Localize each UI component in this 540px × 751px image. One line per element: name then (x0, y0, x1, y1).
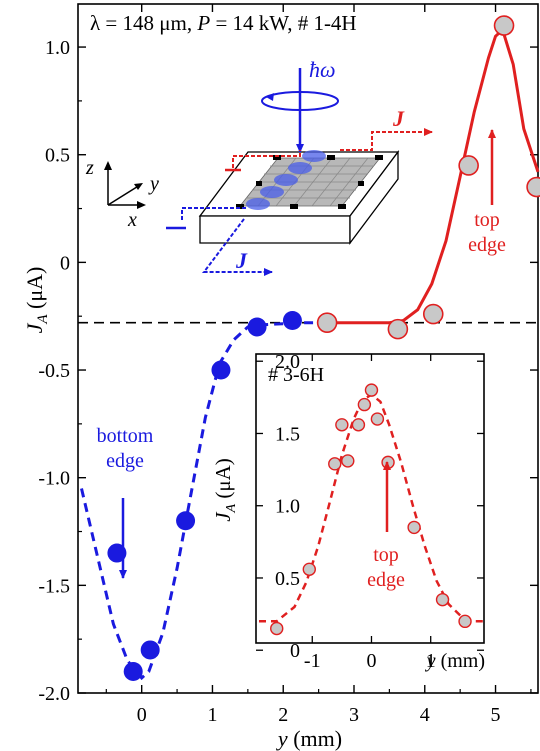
inset-data-point (335, 418, 349, 432)
top-edge-data-point (493, 15, 515, 36)
sample-slab (198, 150, 400, 245)
bottom-edge-annotation: bottom edge (97, 425, 154, 579)
J-bottom-label: J (235, 248, 248, 273)
axis-z-label: z (85, 157, 94, 179)
inset-data-point (458, 614, 472, 629)
top-edge-data-point (422, 303, 444, 325)
main-x-tick-label: 1 (207, 704, 217, 726)
inset-y-tick-label: 0 (290, 640, 300, 662)
inset-data-point (351, 418, 366, 432)
main-header: λ = 148 μm, P = 14 kW, # 1-4H (90, 11, 357, 35)
inset-data-point (341, 454, 355, 468)
main-y-tick-label: -1.5 (38, 575, 70, 597)
top-edge-data-point (387, 318, 409, 340)
inset-y-tick-label: 1.0 (275, 496, 300, 518)
sample-schematic: z y x (85, 57, 433, 276)
main-x-tick-label: 5 (491, 704, 501, 726)
axis-x-label: x (127, 209, 137, 231)
inset-top-edge-label-line1: top (373, 544, 399, 566)
inset-data-point (357, 397, 372, 412)
coordinate-axes: z y x (85, 157, 159, 231)
axis-y-label: y (148, 173, 159, 195)
top-edge-data-point (458, 155, 479, 176)
inset-x-axis-label: y (mm) (425, 650, 485, 672)
bottom-edge-label-line2: edge (106, 450, 144, 472)
bottom-edge-label-line1: bottom (97, 425, 154, 447)
inset-top-edge-annotation: top edge (367, 461, 405, 591)
inset-title: # 3-6H (268, 364, 324, 386)
inset-data-point (435, 592, 450, 607)
top-edge-data-point (316, 312, 338, 333)
top-edge-label-line2: edge (468, 234, 506, 256)
main-y-tick-label: -2.0 (38, 683, 70, 705)
bottom-fit-curve (80, 321, 319, 681)
main-y-tick-label: -1.0 (38, 468, 70, 490)
top-edge-annotation: top edge (468, 129, 506, 256)
main-chart: λ = 148 μm, P = 14 kW, # 1-4H JA (μA) y … (22, 3, 540, 751)
bottom-edge-data-point (282, 311, 302, 331)
top-edge-label-line1: top (474, 209, 500, 231)
bottom-edge-data-point (140, 640, 160, 660)
main-y-tick-label: 0.5 (45, 145, 70, 167)
bottom-edge-data-point (247, 317, 267, 337)
bottom-current-circuit: J (166, 207, 273, 276)
inset-x-tick-label: -1 (304, 650, 321, 672)
inset-chart: # 3-6H JA (μA) -1 0 100.51.01.52.0 y (mm) … (211, 351, 485, 672)
inset-x-tick-label: 0 (366, 650, 376, 672)
main-x-tick-label: 0 (137, 704, 147, 726)
inset-y-tick-label: 0.5 (275, 568, 300, 590)
inset-data-point (407, 520, 421, 535)
inset-data-point (370, 412, 385, 426)
bottom-edge-data-point (176, 511, 196, 531)
main-y-tick-label: 1.0 (45, 37, 70, 59)
inset-y-tick-label: 1.5 (275, 423, 300, 445)
inset-data-point (328, 457, 342, 471)
inset-x-tick-label: 1 (426, 650, 436, 672)
top-current-circuit: J (225, 106, 433, 172)
inset-fit-curve (259, 392, 484, 623)
inset-plot-frame (255, 353, 485, 644)
incident-radiation: ħω (261, 57, 339, 153)
bottom-edge-data-point (123, 661, 143, 681)
inset-data-point (302, 562, 316, 577)
bottom-edge-data-point (211, 360, 231, 380)
hbar-omega-label: ħω (309, 57, 336, 82)
top-edge-data-point (526, 176, 540, 198)
main-x-tick-label: 3 (349, 704, 359, 726)
main-y-tick-label: -0.5 (38, 360, 70, 382)
J-top-label: J (392, 106, 405, 131)
inset-y-tick-label: 2.0 (275, 351, 300, 373)
main-x-tick-label: 4 (420, 704, 430, 726)
main-y-axis-label: JA (μA) (22, 267, 51, 334)
inset-top-edge-label-line2: edge (367, 569, 405, 591)
main-x-tick-label: 2 (278, 704, 288, 726)
main-plot-frame (77, 3, 539, 694)
inset-y-axis-label: JA (μA) (211, 458, 239, 522)
inset-data-point (270, 621, 284, 636)
main-y-tick-label: 0 (60, 252, 70, 274)
bottom-edge-data-point (107, 543, 127, 563)
inset-data-point (364, 383, 379, 397)
main-x-axis-label: y (mm) (276, 726, 342, 751)
